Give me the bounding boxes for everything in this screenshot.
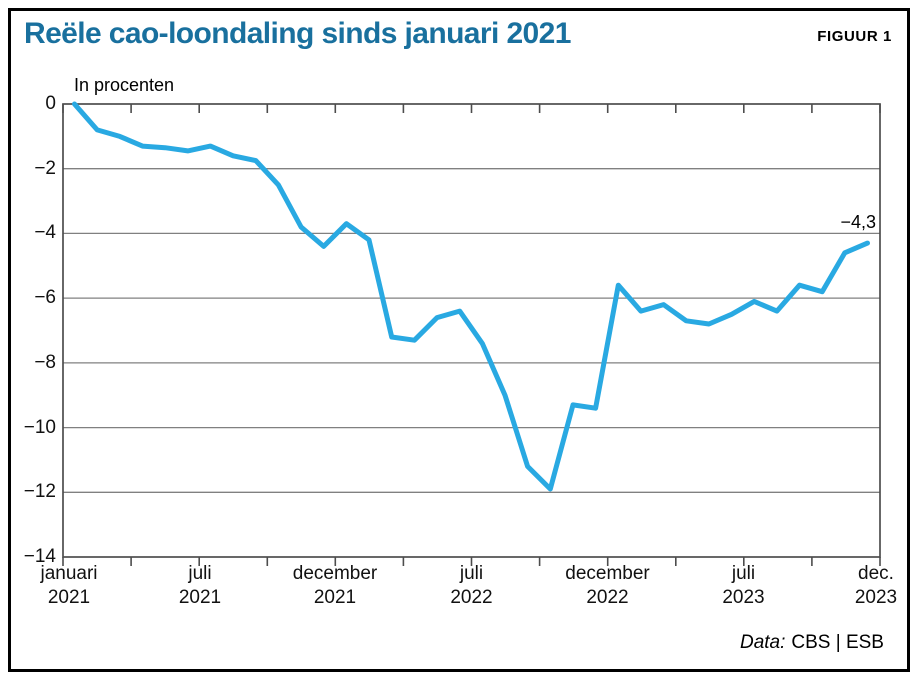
data-source-text: CBS | ESB xyxy=(791,632,884,653)
figure-number-label: FIGUUR 1 xyxy=(817,28,892,45)
wage-decline-line xyxy=(72,101,870,492)
line-chart xyxy=(62,101,881,566)
data-source-prefix: Data: xyxy=(739,632,786,653)
unit-label: In procenten xyxy=(74,75,175,95)
data-source: Data: CBS | ESB xyxy=(740,632,884,654)
end-value-label: −4,3 xyxy=(840,212,876,232)
figure-frame xyxy=(8,8,910,672)
figure-title: Reële cao-loondaling sinds januari 2021 xyxy=(24,17,571,50)
